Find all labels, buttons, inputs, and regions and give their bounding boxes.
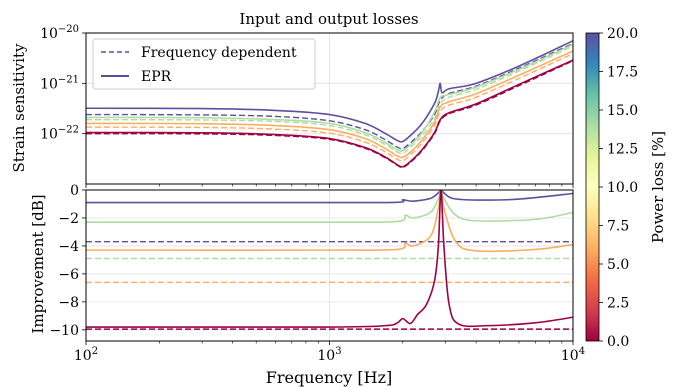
strain-series [86,40,573,169]
chart-title: Input and output losses [239,10,418,28]
strain-line-dashed-0 [86,60,573,169]
colorbar-tick-label: 7.5 [607,219,629,235]
improvement-line-solid-15 [86,190,573,224]
colorbar-tick-label: 12.5 [607,142,638,158]
x-ticks: 102 103 104 [74,341,585,364]
legend-label-frequency-dependent: Frequency dependent [141,45,297,61]
improvement-grid [85,189,574,341]
legend-label-epr: EPR [141,69,172,85]
bottom-y-tick-label: −6 [58,267,79,283]
legend: Frequency dependent EPR [92,38,316,90]
colorbar-ticks: 0.0 2.5 5.0 7.5 10.0 12.5 15.0 17.5 20.0 [599,26,638,350]
bottom-y-tick-label: −8 [58,295,79,311]
strain-line-dashed-20 [86,42,573,150]
x-tick-label: 102 [74,346,98,364]
top-y-tick-label: 10−20 [40,24,79,42]
colorbar-tick-label: 5.0 [607,257,629,273]
strain-line-solid-7_5 [86,50,573,159]
improvement-line-solid-7_5 [86,190,573,253]
colorbar-tick-label: 2.5 [607,296,629,312]
improvement-y-label: Improvement [dB] [29,194,47,333]
x-tick-label: 104 [561,346,585,364]
improvement-line-solid-0 [86,190,573,328]
colorbar-bar [585,32,600,342]
x-axis-label: Frequency [Hz] [266,368,393,387]
colorbar-tick-label: 0.0 [607,334,629,350]
colorbar: 0.0 2.5 5.0 7.5 10.0 12.5 15.0 17.5 20.0 Power l… [585,26,667,350]
strain-line-dashed-7_5 [86,52,573,162]
colorbar-tick-label: 10.0 [607,180,638,196]
bottom-y-tick-label: −10 [49,323,79,339]
colorbar-tick-label: 17.5 [607,65,638,81]
strain-line-solid-15 [86,43,573,152]
improvement-y-ticks: 0 −2 −4 −6 −8 −10 [49,183,86,339]
strain-line-solid-20 [86,40,573,143]
strain-line-dashed-15 [86,45,573,155]
top-y-tick-label: 10−22 [40,125,79,143]
bottom-y-tick-label: −2 [58,211,79,227]
strain-y-ticks: 10−22 10−21 10−20 [40,24,574,188]
legend-box [92,38,316,90]
improvement-series [86,190,573,330]
colorbar-label: Power loss [%] [649,131,667,243]
top-y-tick-label: 10−21 [40,74,79,92]
bottom-y-tick-label: 0 [70,183,79,199]
improvement-line-solid-20 [86,190,573,204]
strain-y-label: Strain sensitivity [10,43,28,172]
colorbar-tick-label: 15.0 [607,103,638,119]
colorbar-tick-label: 20.0 [607,26,638,42]
improvement-panel: 0−2−4−6−8−10 102 103 104 Improvement [dB] … [29,183,585,387]
bottom-y-tick-label: −4 [58,239,79,255]
x-tick-label: 103 [317,346,341,364]
strain-panel: Input and output losses 10−2210−2110−20 … [10,10,574,188]
